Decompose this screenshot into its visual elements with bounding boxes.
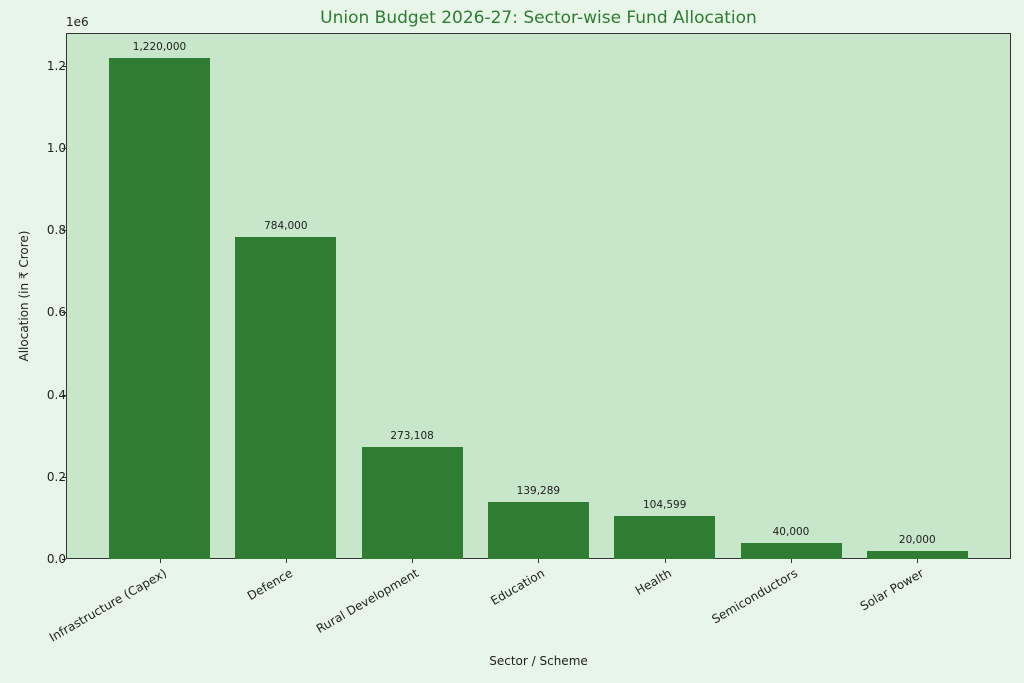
y-tick-label: 0.8 (46, 223, 66, 238)
y-tick-label: 0.2 (46, 469, 66, 484)
y-tick-mark (62, 394, 66, 396)
y-tick-mark (62, 65, 66, 67)
y-offset-label: 1e6 (66, 15, 89, 29)
bar-value-label: 784,000 (264, 219, 308, 232)
plot-area (66, 33, 1011, 559)
x-tick-mark (538, 559, 540, 563)
x-tick-label: Defence (244, 566, 295, 604)
x-axis-label: Sector / Scheme (489, 654, 588, 668)
bar-value-label: 40,000 (772, 525, 810, 538)
x-tick-mark (791, 559, 792, 563)
bar-value-label: 1,220,000 (132, 40, 187, 53)
y-tick-mark (62, 230, 66, 232)
bar-value-label: 273,108 (390, 429, 434, 442)
x-tick-mark (917, 559, 919, 563)
bar (109, 57, 210, 559)
y-axis-label: Allocation (in ₹ Crore) (17, 230, 31, 362)
bar (866, 550, 968, 559)
bar (740, 542, 842, 559)
y-tick-mark (62, 559, 66, 560)
y-tick-label: 1.2 (46, 58, 66, 73)
y-tick-label: 0.6 (46, 305, 66, 320)
x-tick-mark (285, 559, 287, 563)
y-tick-mark (62, 476, 66, 478)
y-tick-mark (62, 148, 66, 149)
bar (614, 516, 716, 559)
y-tick-label: 0.4 (46, 387, 66, 402)
bar-value-label: 139,289 (516, 484, 561, 497)
bar-value-label: 104,599 (642, 499, 687, 511)
x-tick-mark (412, 559, 414, 563)
x-tick-label: Rural Development (313, 566, 422, 636)
bar (361, 446, 463, 559)
bar (487, 501, 589, 559)
y-tick-label: 0.0 (46, 552, 66, 566)
x-tick-label: Infrastructure (Capex) (46, 566, 169, 645)
x-tick-label: Education (488, 566, 548, 608)
bar (235, 236, 337, 559)
y-tick-label: 1.0 (46, 141, 66, 155)
bar-value-label: 20,000 (898, 533, 936, 546)
x-tick-label: Semiconductors (709, 566, 800, 627)
x-tick-label: Health (632, 566, 674, 598)
x-tick-mark (159, 559, 161, 563)
x-tick-mark (664, 559, 666, 563)
x-tick-label: Solar Power (858, 566, 927, 614)
y-tick-mark (62, 312, 66, 314)
chart-title: Union Budget 2026-27: Sector-wise Fund A… (320, 8, 757, 28)
